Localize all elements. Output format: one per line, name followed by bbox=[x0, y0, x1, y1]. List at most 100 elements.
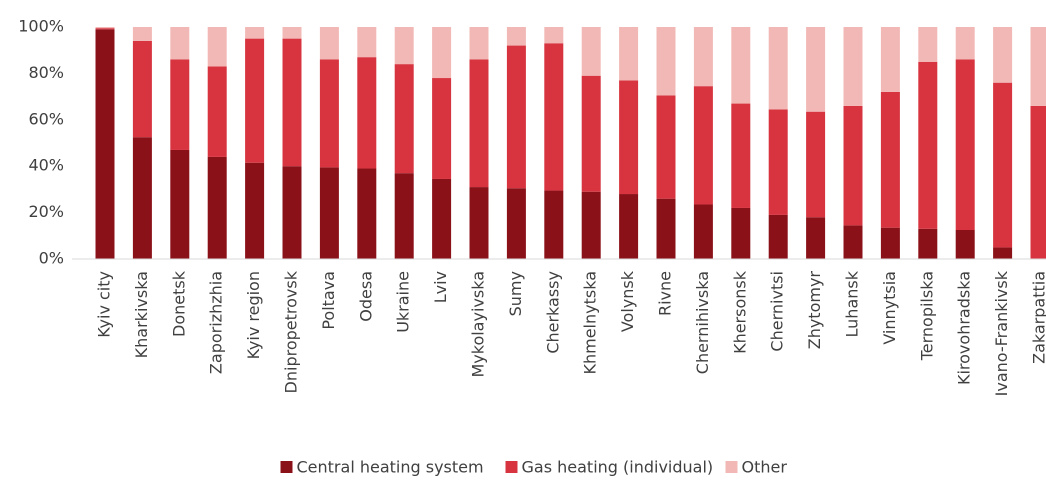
bar-segment bbox=[768, 27, 788, 110]
bar-segment bbox=[806, 27, 826, 112]
bar-segment bbox=[282, 38, 302, 167]
bar-segment bbox=[469, 59, 489, 188]
bar-segment bbox=[432, 27, 452, 79]
bar-segment bbox=[95, 27, 115, 29]
bar-segment bbox=[506, 45, 526, 189]
y-tick-label: 100% bbox=[18, 17, 64, 36]
bar-segment bbox=[170, 27, 190, 60]
x-tick-label: Lviv bbox=[431, 271, 450, 303]
x-tick-label: Poltava bbox=[319, 271, 338, 330]
x-tick-label: Vinnytsia bbox=[880, 271, 899, 345]
bar-segment bbox=[394, 64, 414, 174]
bar-segment bbox=[132, 27, 152, 41]
bar-segment bbox=[656, 198, 676, 259]
x-tick-label: Cherkassy bbox=[543, 271, 562, 354]
y-tick-label: 20% bbox=[28, 202, 64, 221]
bar-segment bbox=[880, 27, 900, 92]
bar-segment bbox=[619, 27, 639, 81]
bar-segment bbox=[806, 217, 826, 259]
x-tick-label: Zakarpattia bbox=[1030, 271, 1046, 364]
x-tick-label: Luhansk bbox=[843, 270, 862, 337]
x-tick-label: Odesa bbox=[356, 271, 375, 322]
bar-segment bbox=[880, 227, 900, 259]
bar-segment bbox=[207, 27, 227, 67]
bar-segment bbox=[955, 27, 975, 60]
bar-segment bbox=[132, 40, 152, 138]
legend-label: Other bbox=[742, 458, 788, 477]
bar-segment bbox=[581, 75, 601, 192]
bar-segment bbox=[506, 188, 526, 259]
bar-segment bbox=[731, 207, 751, 259]
x-tick-label: Zhytomyr bbox=[805, 271, 824, 350]
bar-segment bbox=[245, 38, 265, 163]
bar-segment bbox=[955, 230, 975, 259]
x-tick-label: Kyiv city bbox=[95, 271, 114, 338]
x-tick-label: Zaporizhzhia bbox=[207, 271, 226, 374]
bar-segment bbox=[245, 162, 265, 259]
bar-segment bbox=[245, 27, 265, 39]
bar-segment bbox=[843, 105, 863, 226]
bar-segment bbox=[132, 137, 152, 259]
bar-segment bbox=[918, 61, 938, 229]
bar-segment bbox=[432, 78, 452, 179]
bar-segment bbox=[282, 27, 302, 39]
bar-segment bbox=[693, 204, 713, 259]
bar-segment bbox=[506, 27, 526, 46]
bar-segment bbox=[544, 190, 564, 259]
bar-segment bbox=[1030, 105, 1046, 259]
bar-segment bbox=[207, 66, 227, 157]
bar-segment bbox=[806, 111, 826, 218]
bar-segment bbox=[207, 156, 227, 259]
bar-segment bbox=[319, 27, 339, 60]
bar-segment bbox=[693, 27, 713, 87]
bar-segment bbox=[656, 95, 676, 199]
x-tick-label: Chernihivska bbox=[693, 271, 712, 374]
bar-segment bbox=[768, 214, 788, 259]
bar-segment bbox=[993, 247, 1013, 259]
bar-segment bbox=[319, 167, 339, 259]
x-tick-label: Ivano-Frankivsk bbox=[992, 270, 1011, 396]
bar-segment bbox=[843, 27, 863, 106]
bar-segment bbox=[282, 166, 302, 259]
y-tick-label: 60% bbox=[28, 109, 64, 128]
x-tick-label: Khersonsk bbox=[730, 270, 749, 354]
legend-label: Central heating system bbox=[297, 458, 484, 477]
legend-label: Gas heating (individual) bbox=[522, 458, 714, 477]
bar-segment bbox=[619, 80, 639, 195]
x-tick-label: Dnipropetrovsk bbox=[282, 270, 301, 393]
bar-segment bbox=[993, 82, 1013, 248]
y-tick-label: 40% bbox=[28, 156, 64, 175]
legend-swatch bbox=[505, 461, 518, 473]
bar-segment bbox=[432, 178, 452, 259]
bar-segment bbox=[843, 225, 863, 259]
bar-segment bbox=[469, 27, 489, 60]
bar-segment bbox=[95, 28, 115, 30]
bar-segment bbox=[95, 29, 115, 259]
x-tick-label: Ternopilska bbox=[917, 271, 936, 361]
bar-segment bbox=[357, 27, 377, 58]
bar-segment bbox=[170, 59, 190, 150]
bar-segment bbox=[955, 59, 975, 231]
x-tick-label: Rivne bbox=[656, 271, 675, 316]
bar-segment bbox=[918, 228, 938, 259]
bar-segment bbox=[469, 187, 489, 259]
bar-segment bbox=[170, 149, 190, 259]
x-tick-label: Kirovohradska bbox=[955, 271, 974, 385]
bar-segment bbox=[581, 191, 601, 259]
bar-segment bbox=[319, 59, 339, 168]
x-tick-label: Khmelnytska bbox=[581, 271, 600, 375]
bar-segment bbox=[731, 27, 751, 104]
bar-segment bbox=[918, 27, 938, 62]
y-tick-label: 0% bbox=[39, 249, 64, 268]
bar-segment bbox=[619, 194, 639, 259]
bar-segment bbox=[394, 27, 414, 65]
x-tick-label: Kyiv region bbox=[244, 271, 263, 359]
x-tick-label: Donetsk bbox=[169, 270, 188, 337]
bar-segment bbox=[544, 43, 564, 191]
x-tick-label: Chernivtsi bbox=[768, 271, 787, 352]
x-tick-label: Volynsk bbox=[618, 270, 637, 332]
y-tick-label: 80% bbox=[28, 63, 64, 82]
x-tick-label: Sumy bbox=[506, 271, 525, 316]
bar-segment bbox=[768, 109, 788, 215]
